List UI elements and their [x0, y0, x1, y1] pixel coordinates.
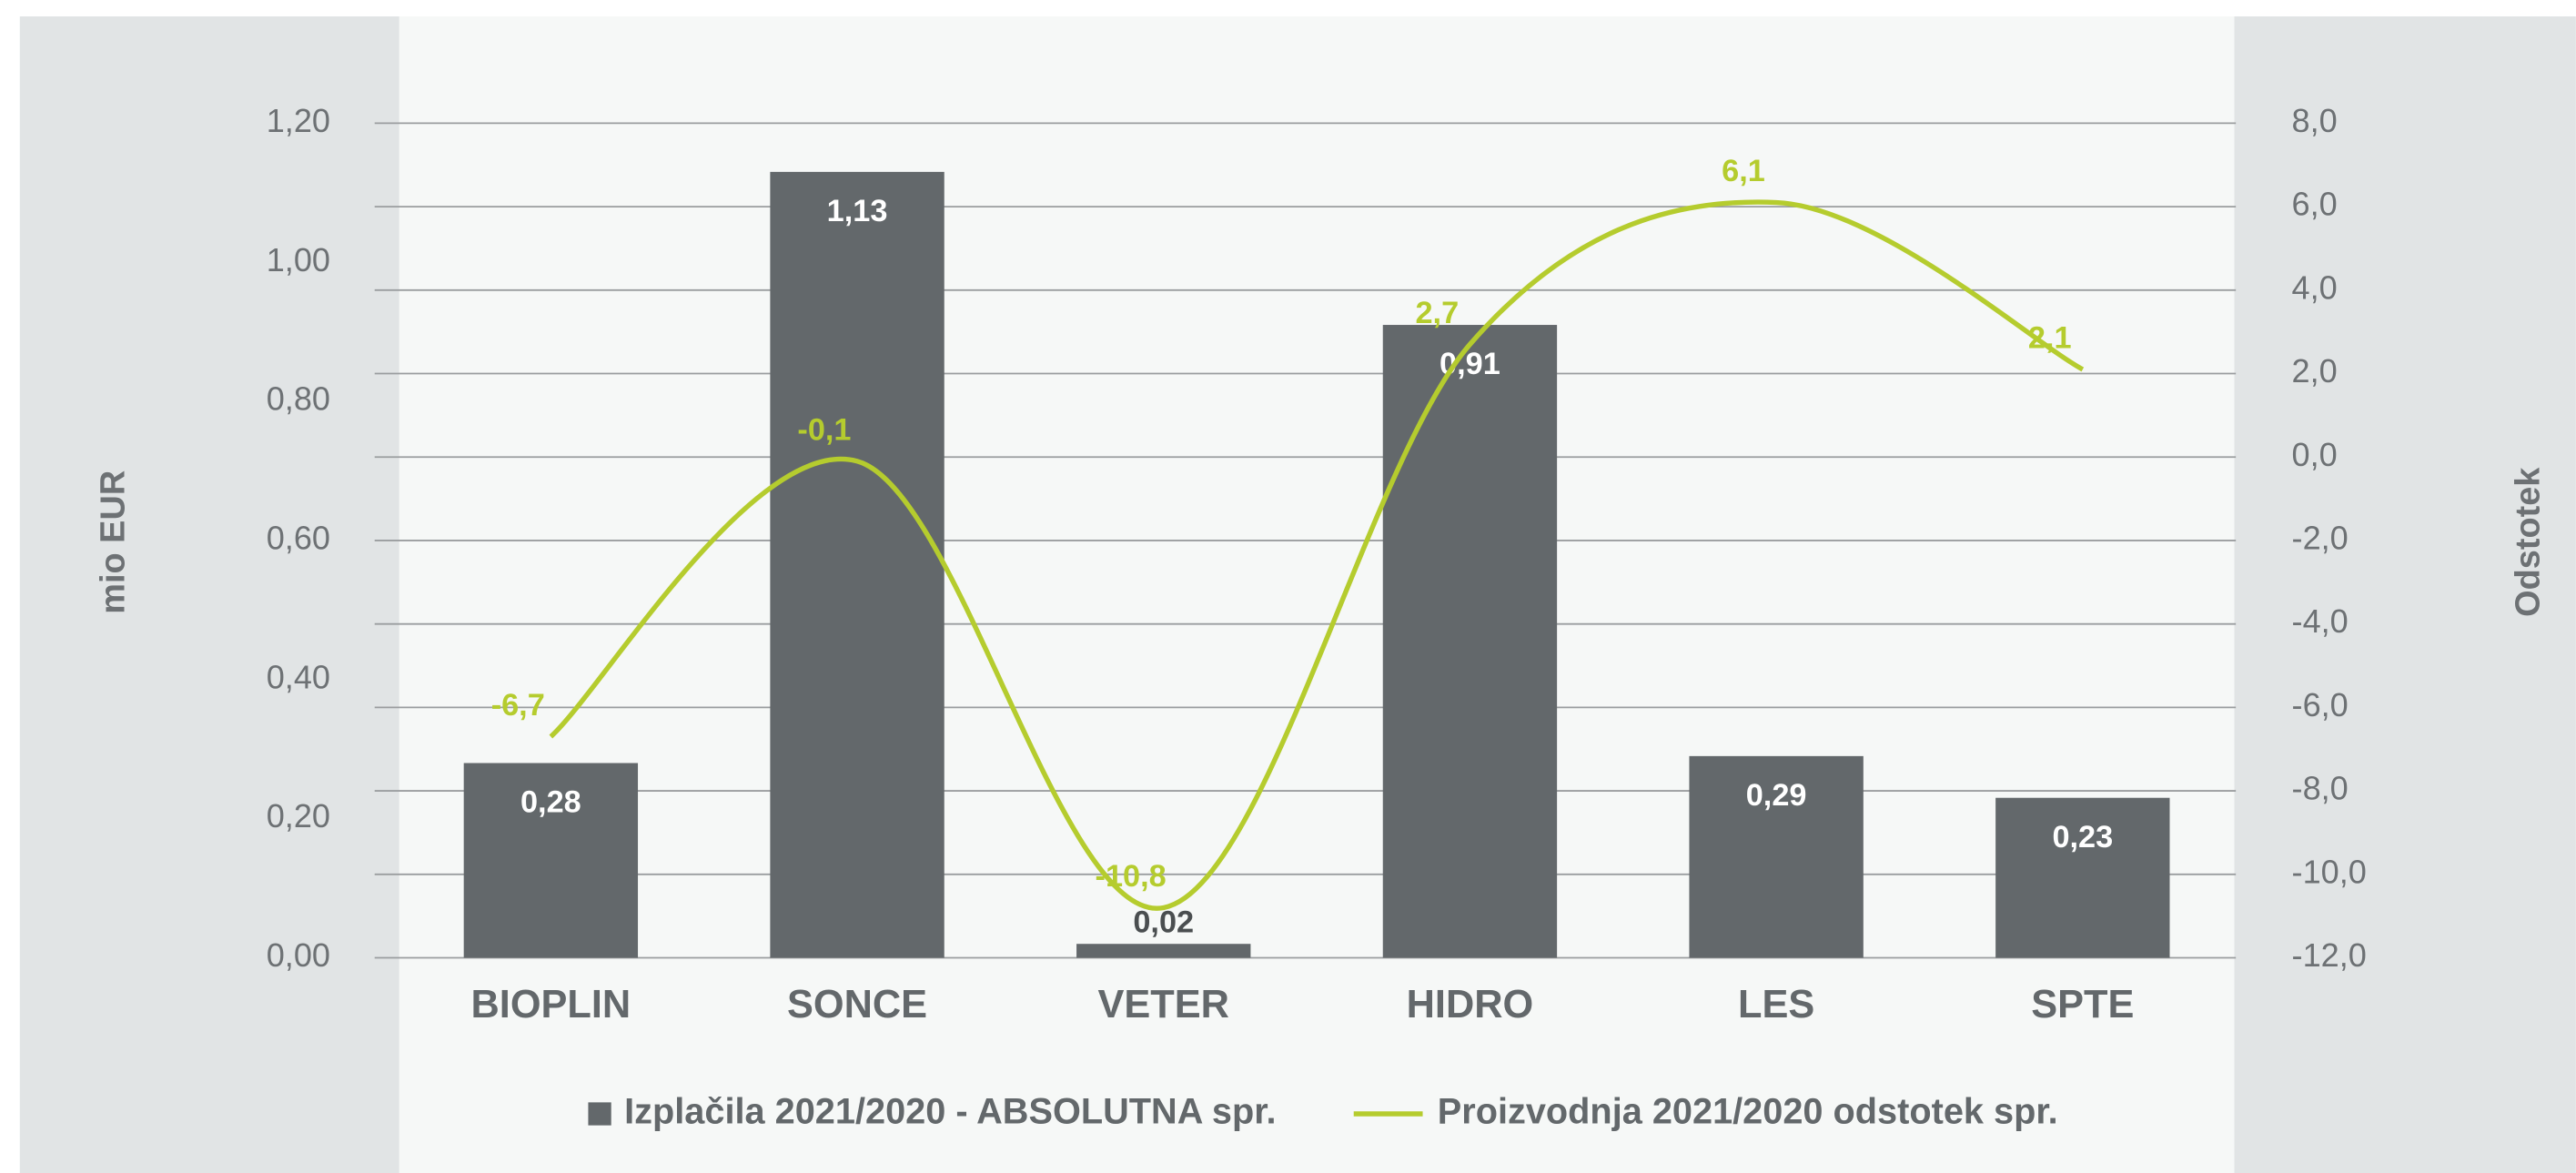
- y2-tick-label: 6,0: [2292, 186, 2338, 223]
- x-tick-label: BIOPLIN: [471, 983, 631, 1026]
- x-tick-label: HIDRO: [1407, 983, 1534, 1026]
- bar: [1076, 944, 1251, 958]
- y2-tick-label: -12,0: [2292, 936, 2367, 974]
- y-tick-label: 1,20: [267, 102, 330, 139]
- x-tick-label: LES: [1738, 983, 1814, 1026]
- bar: [770, 171, 945, 958]
- y-tick-label: 0,80: [267, 380, 330, 418]
- y-tick-label: 0,40: [267, 658, 330, 695]
- x-tick-label: VETER: [1098, 983, 1229, 1026]
- y-tick-label: 0,00: [267, 936, 330, 974]
- y-axis-label: mio EUR: [95, 470, 133, 614]
- y-tick-label: 1,00: [267, 241, 330, 278]
- y2-tick-label: 4,0: [2292, 268, 2338, 306]
- x-tick-label: SONCE: [787, 983, 927, 1026]
- bar-value-label: 0,23: [2052, 820, 2113, 854]
- y2-tick-label: 8,0: [2292, 102, 2338, 139]
- line-value-label: 6,1: [1722, 154, 1765, 188]
- y2-tick-label: -8,0: [2292, 770, 2349, 807]
- bar: [1382, 325, 1558, 958]
- y2-tick-label: -6,0: [2292, 686, 2349, 723]
- line: [549, 199, 2085, 911]
- bar-value-label: 0,28: [520, 785, 581, 820]
- y2-tick-label: -10,0: [2292, 853, 2367, 890]
- bar-value-label: 0,29: [1746, 778, 1807, 813]
- line-value-label: 2,1: [2028, 321, 2072, 356]
- line-value-label: -6,7: [491, 688, 545, 723]
- bar: [463, 763, 639, 958]
- legend-label: Proizvodnja 2021/2020 odstotek spr.: [1438, 1091, 2058, 1131]
- y2-tick-label: -4,0: [2292, 602, 2349, 640]
- line-value-label: -10,8: [1096, 859, 1167, 894]
- bar-value-label: 1,13: [827, 194, 888, 228]
- bar: [1689, 755, 1864, 958]
- y-tick-label: 0,20: [267, 797, 330, 834]
- y2-tick-label: 2,0: [2292, 352, 2338, 389]
- legend-label: Izplačila 2021/2020 - ABSOLUTNA spr.: [624, 1091, 1276, 1131]
- line-value-label: -0,1: [797, 412, 851, 447]
- x-tick-label: SPTE: [2031, 983, 2134, 1026]
- line-value-label: 2,7: [1415, 296, 1459, 330]
- right-panel: [2234, 16, 2576, 1173]
- plot-panel: [399, 16, 2235, 1173]
- y2-axis-label: Odstotek: [2509, 467, 2547, 617]
- y2-tick-label: 0,0: [2292, 436, 2338, 473]
- y-tick-label: 0,60: [267, 519, 330, 556]
- legend-swatch: [588, 1102, 611, 1126]
- left-panel: [19, 16, 399, 1173]
- bar: [1995, 797, 2170, 958]
- bar-value-label: 0,02: [1133, 905, 1194, 940]
- y2-tick-label: -2,0: [2292, 519, 2349, 556]
